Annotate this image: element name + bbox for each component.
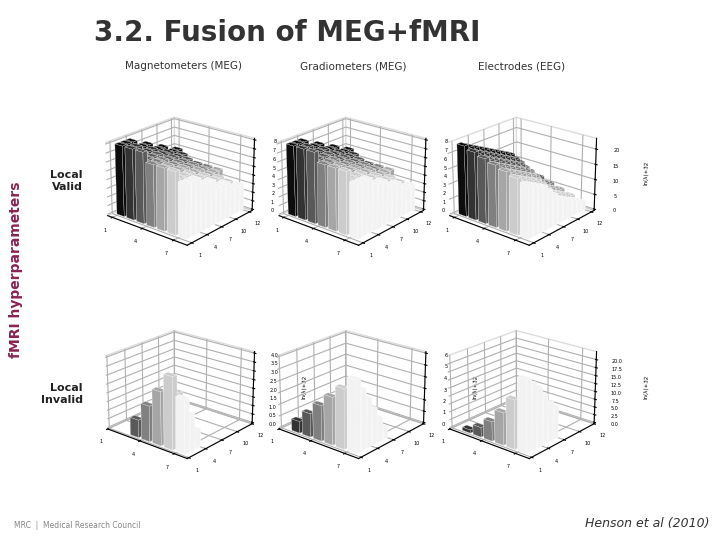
Text: Local
Invalid: Local Invalid [41, 383, 83, 405]
Text: fMRI hyperparameters: fMRI hyperparameters [9, 182, 23, 358]
Text: MRC: MRC [473, 30, 518, 48]
Text: Magnetometers (MEG): Magnetometers (MEG) [125, 61, 242, 71]
Text: MRC  |  Medical Research Council: MRC | Medical Research Council [14, 521, 141, 530]
Text: Electrodes (EEG): Electrodes (EEG) [478, 61, 566, 71]
Text: Brain Sciences Unit: Brain Sciences Unit [582, 46, 671, 55]
Text: Local
Valid: Local Valid [50, 170, 83, 192]
Text: Henson et al (2010): Henson et al (2010) [585, 517, 709, 530]
Text: 3.2. Fusion of MEG+fMRI: 3.2. Fusion of MEG+fMRI [94, 19, 480, 47]
Text: Gradiometers (MEG): Gradiometers (MEG) [300, 61, 406, 71]
Text: Cognition and: Cognition and [595, 26, 658, 35]
